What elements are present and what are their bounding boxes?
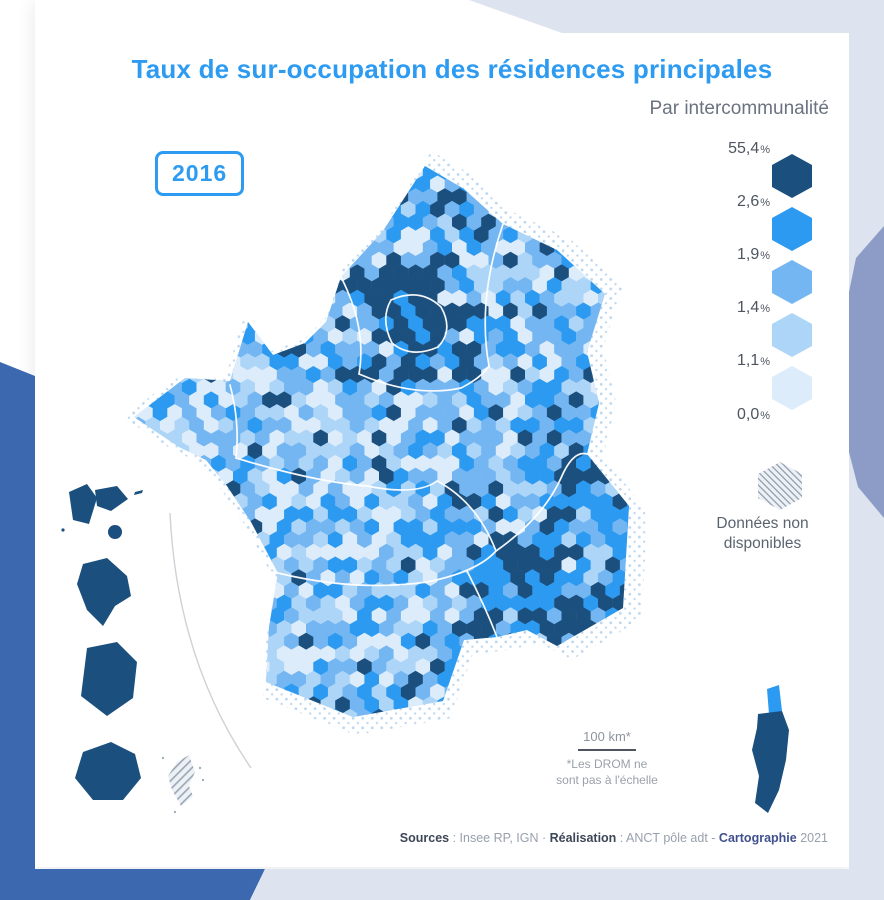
scale-label: 100 km* bbox=[583, 729, 631, 744]
scale-line bbox=[578, 749, 636, 751]
year-badge: 2016 bbox=[155, 151, 245, 196]
islet bbox=[61, 528, 65, 532]
mayotte-no-data bbox=[161, 755, 205, 814]
marie-galante bbox=[108, 525, 122, 539]
corsica-body bbox=[752, 711, 789, 813]
guadeloupe bbox=[69, 484, 97, 524]
map-card: Taux de sur-occupation des résidences pr… bbox=[35, 0, 849, 867]
france-choropleth-map bbox=[61, 151, 789, 814]
corsica bbox=[752, 685, 789, 813]
corsica-north-cap bbox=[767, 685, 782, 714]
guadeloupe-east bbox=[95, 486, 128, 511]
sources-line: Sources : Insee RP, IGN · Réalisation : … bbox=[399, 831, 828, 845]
drom-territories bbox=[61, 484, 205, 814]
scale-bar: 100 km* *Les DROM ne sont pas à l'échell… bbox=[548, 729, 666, 788]
reunion bbox=[75, 742, 141, 800]
page-subtitle: Par intercommunalité bbox=[649, 98, 829, 119]
martinique bbox=[77, 558, 131, 626]
metropolitan-france bbox=[123, 151, 648, 736]
drom-separator-arc bbox=[169, 512, 252, 769]
la-desirade bbox=[134, 490, 143, 495]
page-title: Taux de sur-occupation des résidences pr… bbox=[131, 54, 773, 84]
drom-scale-note: *Les DROM ne sont pas à l'échelle bbox=[556, 757, 658, 787]
guyane bbox=[81, 642, 137, 716]
